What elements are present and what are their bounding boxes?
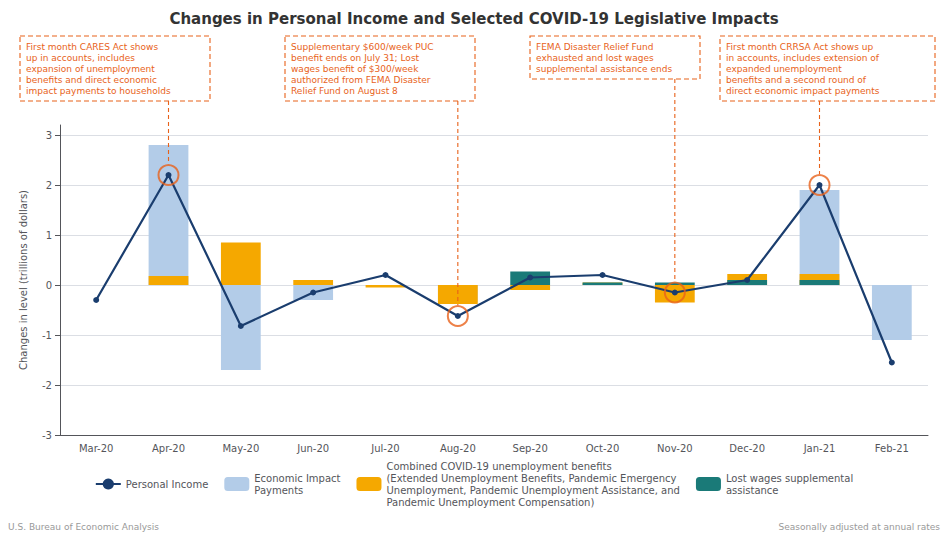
svg-text:May-20: May-20: [222, 443, 259, 454]
svg-text:3: 3: [46, 130, 52, 141]
svg-text:impact payments to households: impact payments to households: [26, 86, 171, 96]
svg-text:expansion of unemployment: expansion of unemployment: [26, 64, 155, 74]
svg-text:First month CRRSA Act shows up: First month CRRSA Act shows up: [726, 42, 873, 52]
svg-text:Lost wages supplemental: Lost wages supplemental: [726, 473, 853, 484]
svg-text:Seasonally adjusted at annual: Seasonally adjusted at annual rates: [778, 522, 940, 532]
svg-text:1: 1: [46, 230, 52, 241]
svg-text:Personal Income: Personal Income: [126, 479, 209, 490]
svg-text:Nov-20: Nov-20: [657, 443, 693, 454]
svg-text:Mar-20: Mar-20: [79, 443, 114, 454]
svg-text:Changes in level (trillions of: Changes in level (trillions of dollars): [18, 190, 29, 370]
svg-text:Sep-20: Sep-20: [513, 443, 548, 454]
svg-text:Jul-20: Jul-20: [370, 443, 399, 454]
svg-text:0: 0: [46, 280, 52, 291]
svg-text:assistance: assistance: [726, 485, 779, 496]
svg-text:First month CARES Act shows: First month CARES Act shows: [26, 42, 158, 52]
svg-text:up in accounts, includes: up in accounts, includes: [26, 53, 135, 63]
svg-text:FEMA Disaster Relief Fund: FEMA Disaster Relief Fund: [536, 42, 653, 52]
svg-text:Jan-21: Jan-21: [803, 443, 836, 454]
svg-text:expanded unemployment: expanded unemployment: [726, 64, 842, 74]
svg-text:authorized from FEMA Disaster: authorized from FEMA Disaster: [291, 75, 431, 85]
svg-text:(Extended Unemployment Benefit: (Extended Unemployment Benefits, Pandemi…: [386, 473, 676, 484]
svg-text:benefits and a second round of: benefits and a second round of: [726, 75, 867, 85]
svg-text:exhausted and lost wages: exhausted and lost wages: [536, 53, 654, 63]
svg-text:-1: -1: [42, 330, 52, 341]
svg-text:Payments: Payments: [254, 485, 303, 496]
svg-text:Relief Fund on August 8: Relief Fund on August 8: [291, 86, 398, 96]
svg-text:wages benefit of $300/week: wages benefit of $300/week: [291, 64, 419, 74]
svg-text:Dec-20: Dec-20: [729, 443, 765, 454]
svg-text:Combined COVID-19 unemployment: Combined COVID-19 unemployment benefits: [386, 461, 611, 472]
svg-text:Changes in Personal Income and: Changes in Personal Income and Selected …: [169, 10, 778, 28]
svg-text:-2: -2: [42, 380, 52, 391]
svg-text:U.S. Bureau of Economic Analys: U.S. Bureau of Economic Analysis: [8, 522, 159, 532]
svg-text:benefits and direct economic: benefits and direct economic: [26, 75, 157, 85]
svg-text:supplemental assistance ends: supplemental assistance ends: [536, 64, 672, 74]
svg-text:Pandemic Unemployment Compensa: Pandemic Unemployment Compensation): [386, 497, 594, 508]
svg-text:direct economic impact payment: direct economic impact payments: [726, 86, 880, 96]
svg-text:Apr-20: Apr-20: [152, 443, 185, 454]
svg-text:Oct-20: Oct-20: [586, 443, 620, 454]
svg-text:Feb-21: Feb-21: [875, 443, 909, 454]
svg-text:-3: -3: [42, 430, 52, 441]
svg-text:benefit ends on July 31; Lost: benefit ends on July 31; Lost: [291, 53, 420, 63]
svg-text:Aug-20: Aug-20: [440, 443, 476, 454]
svg-text:Unemployment, Pandemic Unemplo: Unemployment, Pandemic Unemployment Assi…: [386, 485, 679, 496]
svg-text:Jun-20: Jun-20: [296, 443, 329, 454]
svg-text:Supplementary $600/week PUC: Supplementary $600/week PUC: [291, 42, 434, 52]
svg-text:Economic Impact: Economic Impact: [254, 473, 340, 484]
svg-text:2: 2: [46, 180, 52, 191]
svg-text:in accounts, includes extensio: in accounts, includes extension of: [726, 53, 880, 63]
